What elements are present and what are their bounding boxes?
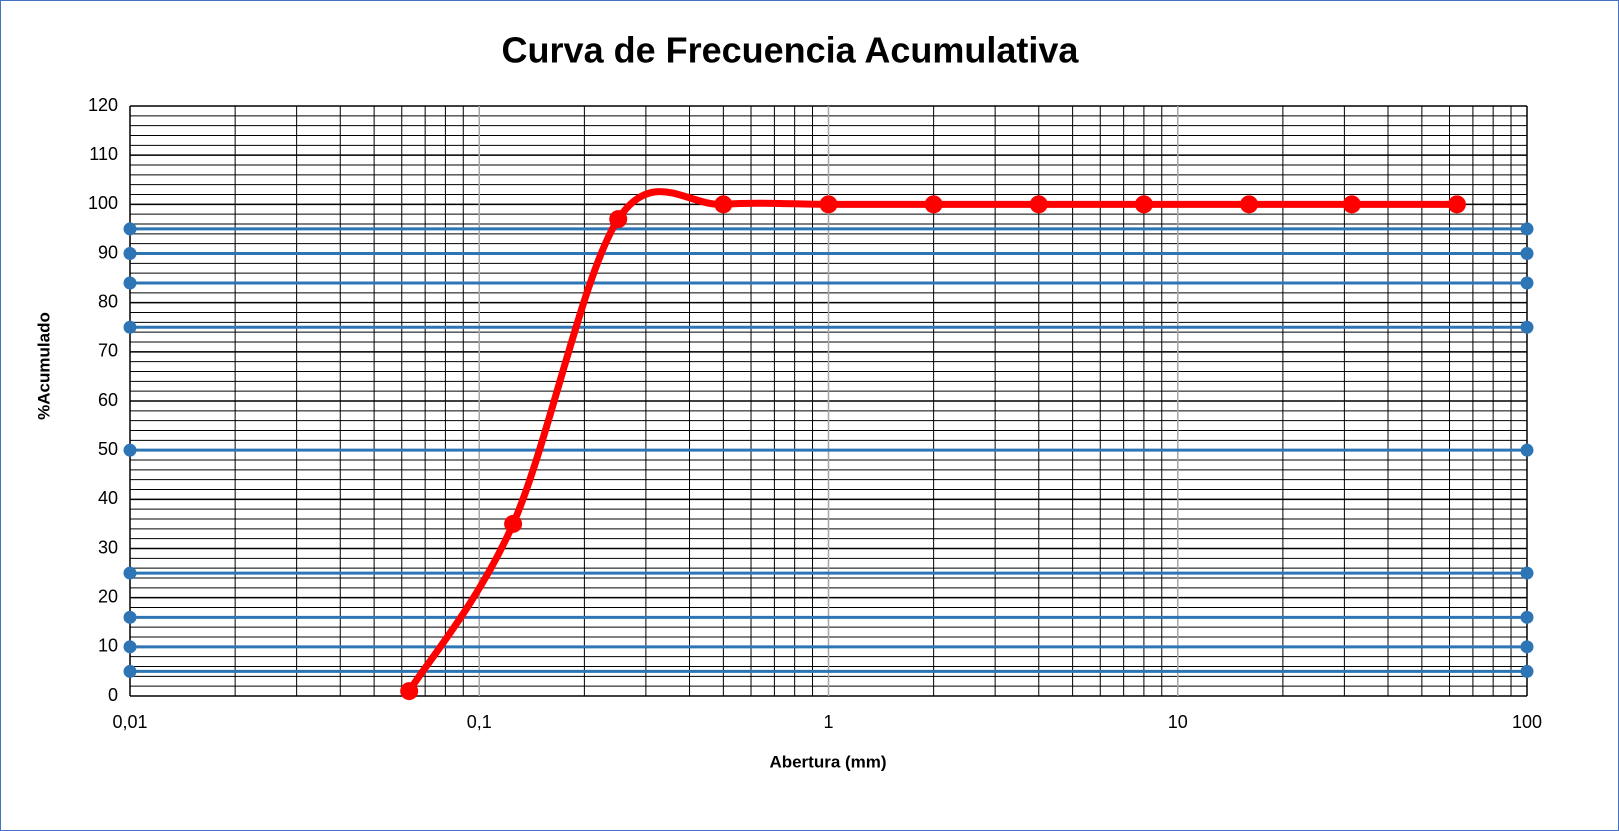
data-point (123, 610, 137, 624)
y-tick-label: 20 (98, 586, 118, 606)
data-point (1029, 195, 1048, 214)
x-tick-label: 10 (1168, 712, 1188, 732)
data-point (1520, 610, 1534, 624)
data-point (1447, 195, 1466, 214)
data-point (1520, 443, 1534, 457)
x-tick-label: 100 (1512, 712, 1542, 732)
data-point (1240, 195, 1259, 214)
y-tick-label: 110 (89, 144, 118, 164)
data-point (714, 195, 733, 214)
data-point (123, 640, 137, 654)
data-point (1520, 276, 1534, 290)
data-point (123, 566, 137, 580)
data-point (504, 514, 523, 533)
data-point (1520, 664, 1534, 678)
data-point (123, 320, 137, 334)
x-tick-label: 0,1 (467, 712, 492, 732)
data-point (1342, 195, 1361, 214)
data-point (819, 195, 838, 214)
data-point (1520, 320, 1534, 334)
y-tick-label: 80 (98, 291, 118, 311)
y-tick-label: 10 (98, 636, 118, 656)
data-point (123, 222, 137, 236)
y-tick-label: 100 (88, 193, 118, 213)
data-point (1520, 247, 1534, 260)
y-tick-label: 0 (108, 685, 118, 705)
data-point (1134, 195, 1153, 214)
data-point (1520, 566, 1534, 580)
series-line (406, 188, 1457, 693)
data-point (609, 210, 628, 229)
y-tick-label: 30 (98, 537, 118, 557)
y-tick-label: 120 (88, 95, 118, 115)
data-point (123, 443, 137, 457)
y-tick-label: 40 (98, 488, 118, 508)
x-tick-label: 1 (823, 712, 833, 732)
data-point (1520, 640, 1534, 654)
x-axis-label: Abertura (mm) (769, 752, 886, 771)
data-point (123, 664, 137, 678)
y-tick-label: 60 (98, 390, 118, 410)
y-tick-label: 50 (98, 439, 118, 459)
chart-title: Curva de Frecuencia Acumulativa (502, 30, 1080, 71)
data-point (123, 247, 137, 260)
data-point (400, 682, 419, 701)
y-tick-label: 70 (98, 341, 118, 361)
data-point (924, 195, 943, 214)
data-point (1520, 222, 1534, 236)
data-point (123, 276, 137, 290)
y-tick-label: 90 (98, 242, 118, 262)
y-axis-label: %Acumulado (34, 312, 53, 420)
x-tick-label: 0,01 (112, 712, 147, 732)
